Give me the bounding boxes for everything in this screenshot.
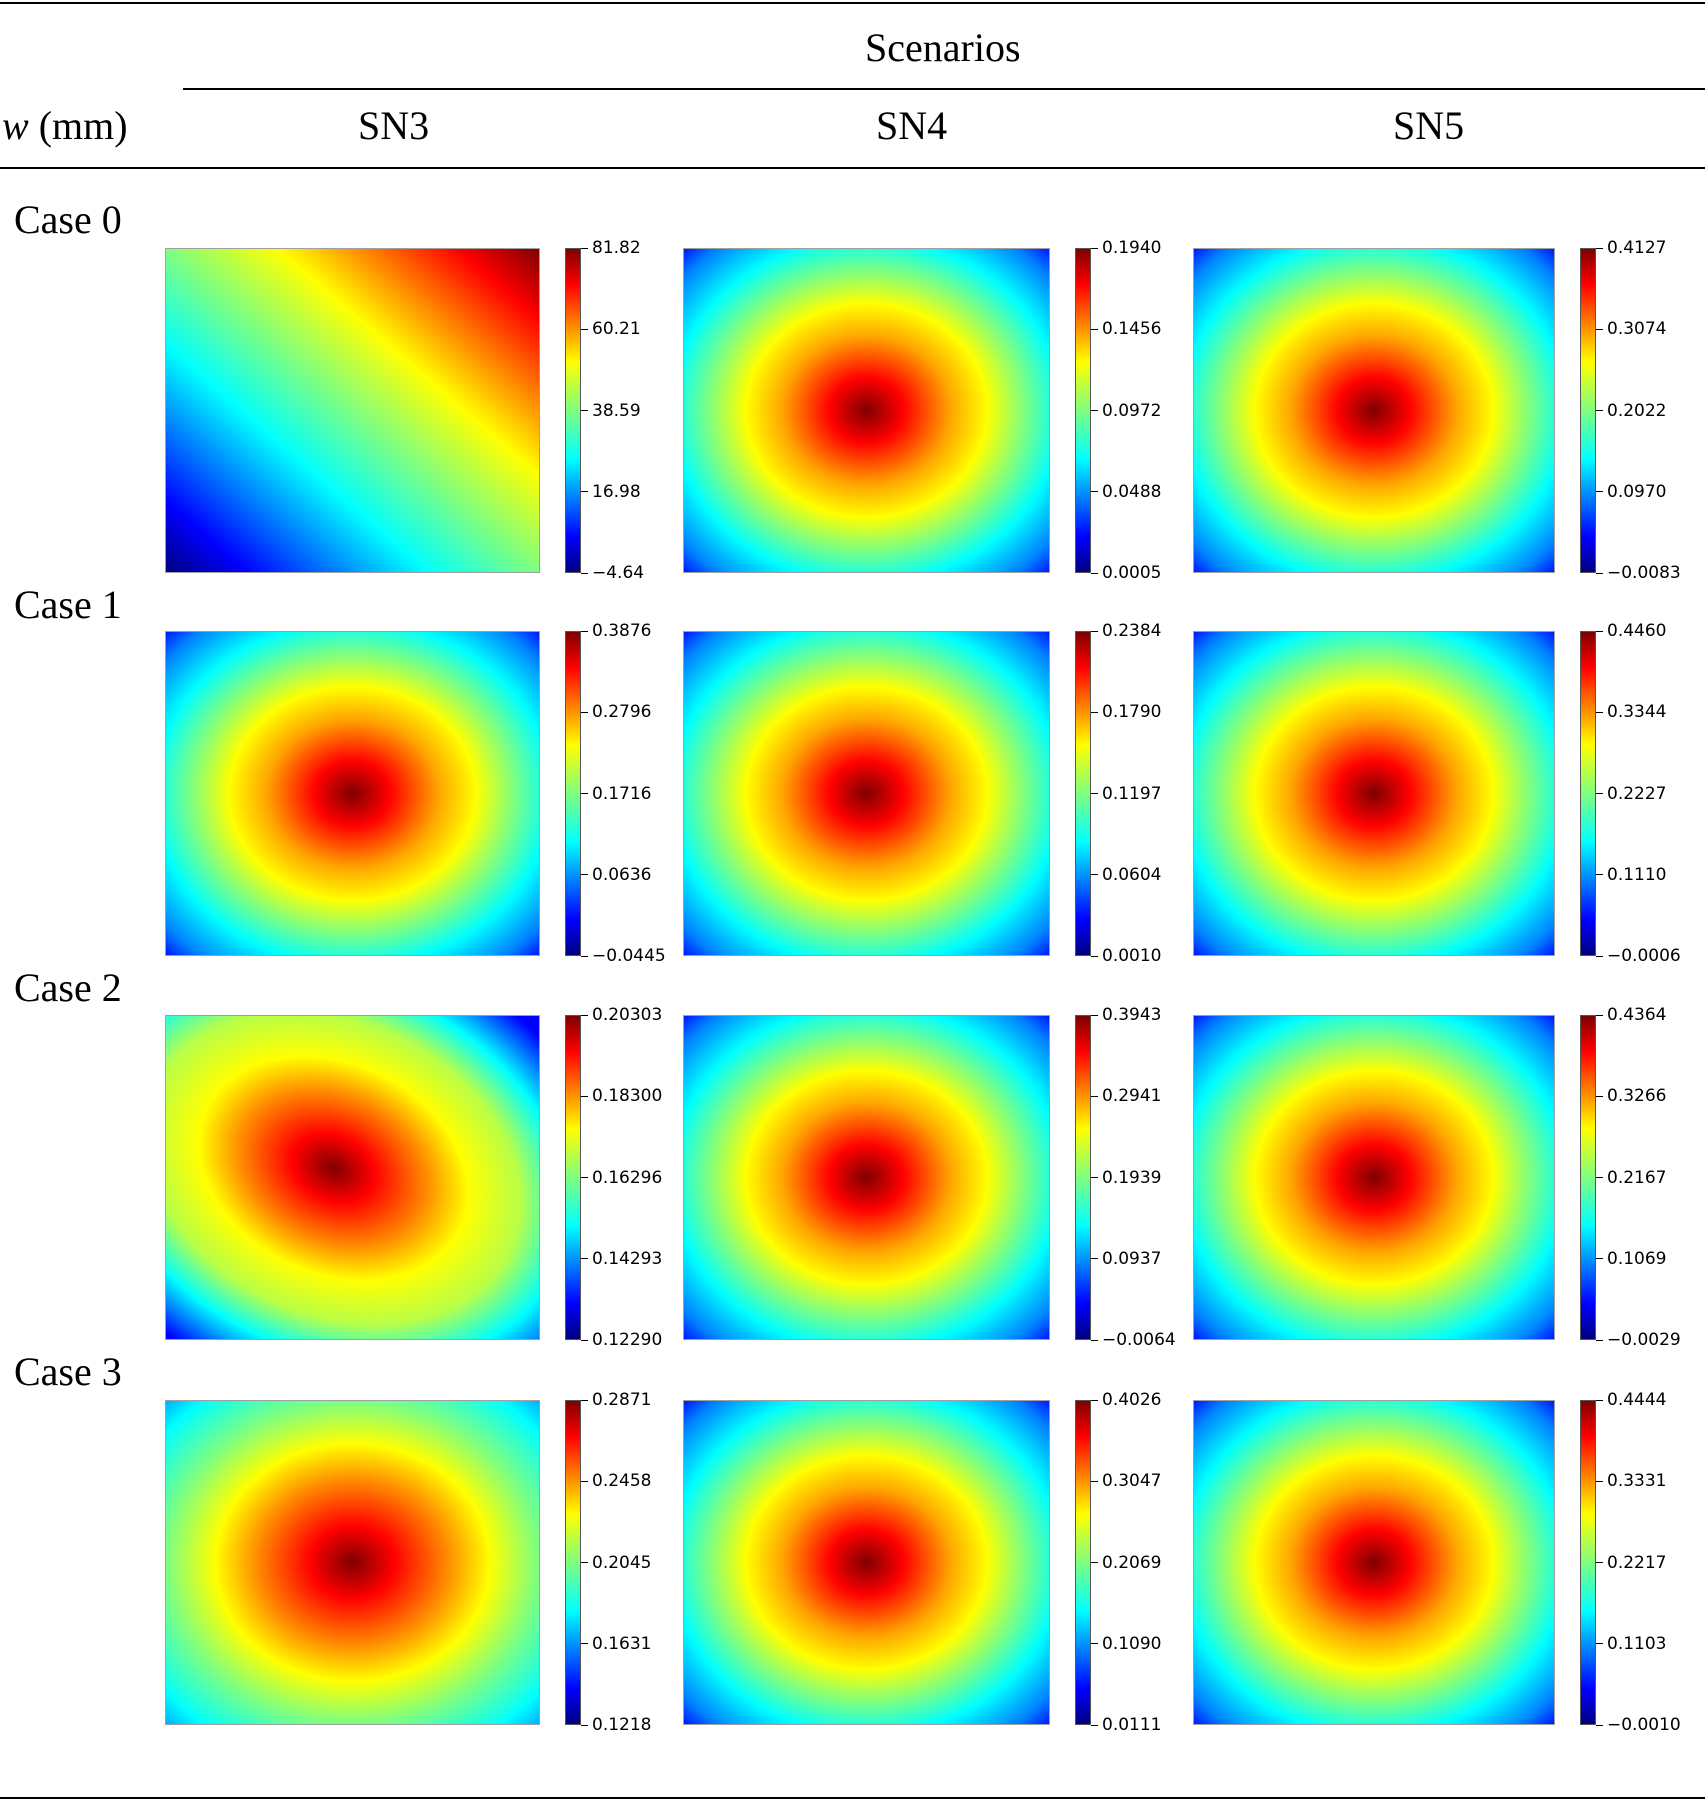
colorbar-tick-label: 81.82 xyxy=(581,240,641,257)
colorbar-tick-label: 0.3266 xyxy=(1596,1088,1666,1105)
colorbar-tick-label: 0.1456 xyxy=(1091,321,1161,338)
scenario-header-sn4: SN4 xyxy=(876,103,948,148)
contour-plot-case3-sn5 xyxy=(1193,1400,1555,1725)
case-label-0: Case 0 xyxy=(14,197,122,242)
colorbar-tick-label: 0.0005 xyxy=(1091,565,1161,582)
row-variable-label: w (mm) xyxy=(2,103,128,148)
colorbar-tick-label: 0.4127 xyxy=(1596,240,1666,257)
colorbar-tick-label: 0.2227 xyxy=(1596,785,1666,803)
colorbar-tick-label: 0.0604 xyxy=(1091,866,1161,884)
contour-plot-case1-sn5 xyxy=(1193,631,1555,956)
case-label-2: Case 2 xyxy=(14,965,122,1010)
colorbar-tick-label: 0.20303 xyxy=(581,1007,662,1024)
colorbar-case3-sn4 xyxy=(1075,1400,1091,1725)
scenarios-rule xyxy=(183,88,1705,90)
colorbar-tick-label: 0.3331 xyxy=(1596,1473,1666,1490)
colorbar-case0-sn3 xyxy=(565,248,581,573)
colorbar-tick-label: 0.18300 xyxy=(581,1088,662,1105)
colorbar-tick-label: 0.2167 xyxy=(1596,1169,1666,1187)
colorbar-tick-label: 0.1110 xyxy=(1596,866,1666,884)
colorbar-tick-label: 0.3344 xyxy=(1596,704,1666,721)
colorbar-tick-label: 0.1939 xyxy=(1091,1169,1161,1187)
colorbar-case3-sn3 xyxy=(565,1400,581,1725)
colorbar-tick-label: 0.0111 xyxy=(1091,1717,1161,1734)
colorbar-case2-sn4 xyxy=(1075,1015,1091,1340)
colorbar-tick-label: −0.0006 xyxy=(1596,948,1681,965)
colorbar-tick-label: 0.1218 xyxy=(581,1717,651,1734)
colorbar-tick-label: 0.2022 xyxy=(1596,402,1666,420)
colorbar-tick-label: 0.16296 xyxy=(581,1169,662,1187)
colorbar-tick-label: 0.1069 xyxy=(1596,1250,1666,1268)
colorbar-tick-label: 0.0010 xyxy=(1091,948,1161,965)
colorbar-tick-label: −0.0083 xyxy=(1596,565,1681,582)
contour-plot-case0-sn5 xyxy=(1193,248,1555,573)
colorbar-tick-label: 0.2045 xyxy=(581,1554,651,1572)
colorbar-tick-label: −0.0010 xyxy=(1596,1717,1681,1734)
colorbar-tick-label: 0.1716 xyxy=(581,785,651,803)
colorbar-case0-sn5 xyxy=(1580,248,1596,573)
colorbar-case2-sn5 xyxy=(1580,1015,1596,1340)
scenario-header-sn3: SN3 xyxy=(358,103,430,148)
colorbar-tick-label: 0.14293 xyxy=(581,1250,662,1268)
colorbar-tick-label: 0.4444 xyxy=(1596,1392,1666,1409)
colorbar-tick-label: 0.0972 xyxy=(1091,402,1161,420)
colorbar-tick-label: 0.2941 xyxy=(1091,1088,1161,1105)
colorbar-tick-label: 0.2871 xyxy=(581,1392,651,1409)
colorbar-tick-label: 0.1090 xyxy=(1091,1635,1161,1653)
colorbar-case1-sn4 xyxy=(1075,631,1091,956)
bottom-rule xyxy=(0,1797,1705,1799)
header-bottom-rule xyxy=(0,167,1705,169)
colorbar-tick-label: 60.21 xyxy=(581,321,641,338)
colorbar-tick-label: 0.2217 xyxy=(1596,1554,1666,1572)
contour-plot-case2-sn5 xyxy=(1193,1015,1555,1340)
colorbar-tick-label: 0.0970 xyxy=(1596,483,1666,501)
case-label-1: Case 1 xyxy=(14,582,122,627)
colorbar-tick-label: 0.1790 xyxy=(1091,704,1161,721)
scenarios-group-label: Scenarios xyxy=(865,25,1021,70)
colorbar-tick-label: 0.4364 xyxy=(1596,1007,1666,1024)
colorbar-tick-label: 0.1631 xyxy=(581,1635,651,1653)
colorbar-tick-label: 0.0636 xyxy=(581,866,651,884)
colorbar-tick-label: 0.2458 xyxy=(581,1473,651,1490)
colorbar-tick-label: −0.0445 xyxy=(581,948,666,965)
colorbar-case1-sn5 xyxy=(1580,631,1596,956)
colorbar-tick-label: −0.0029 xyxy=(1596,1332,1681,1349)
colorbar-tick-label: 0.2384 xyxy=(1091,623,1161,640)
colorbar-tick-label: 0.3047 xyxy=(1091,1473,1161,1490)
colorbar-tick-label: 0.12290 xyxy=(581,1332,662,1349)
contour-plot-case1-sn3 xyxy=(165,631,540,956)
colorbar-tick-label: 38.59 xyxy=(581,402,641,420)
contour-plot-case0-sn4 xyxy=(683,248,1050,573)
colorbar-case3-sn5 xyxy=(1580,1400,1596,1725)
colorbar-tick-label: −0.0064 xyxy=(1091,1332,1176,1349)
colorbar-tick-label: 0.3074 xyxy=(1596,321,1666,338)
colorbar-tick-label: 0.0488 xyxy=(1091,483,1161,501)
colorbar-tick-label: 0.1197 xyxy=(1091,785,1161,803)
colorbar-case0-sn4 xyxy=(1075,248,1091,573)
colorbar-tick-label: 0.2796 xyxy=(581,704,651,721)
contour-plot-case1-sn4 xyxy=(683,631,1050,956)
colorbar-tick-label: 0.3943 xyxy=(1091,1007,1161,1024)
contour-plot-case3-sn3 xyxy=(165,1400,540,1725)
colorbar-tick-label: 0.2069 xyxy=(1091,1554,1161,1572)
colorbar-case2-sn3 xyxy=(565,1015,581,1340)
colorbar-tick-label: 0.4026 xyxy=(1091,1392,1161,1409)
colorbar-tick-label: 0.4460 xyxy=(1596,623,1666,640)
colorbar-tick-label: 0.0937 xyxy=(1091,1250,1161,1268)
contour-plot-case3-sn4 xyxy=(683,1400,1050,1725)
scenario-header-sn5: SN5 xyxy=(1393,103,1465,148)
contour-plot-case2-sn3 xyxy=(165,1015,540,1340)
colorbar-tick-label: 0.1103 xyxy=(1596,1635,1666,1653)
case-label-3: Case 3 xyxy=(14,1349,122,1394)
colorbar-case1-sn3 xyxy=(565,631,581,956)
contour-plot-case2-sn4 xyxy=(683,1015,1050,1340)
colorbar-tick-label: 0.1940 xyxy=(1091,240,1161,257)
colorbar-tick-label: 0.3876 xyxy=(581,623,651,640)
contour-plot-case0-sn3 xyxy=(165,248,540,573)
colorbar-tick-label: −4.64 xyxy=(581,565,644,582)
row-variable-label-text: (mm) xyxy=(38,103,128,148)
top-rule xyxy=(0,2,1705,4)
colorbar-tick-label: 16.98 xyxy=(581,483,641,501)
